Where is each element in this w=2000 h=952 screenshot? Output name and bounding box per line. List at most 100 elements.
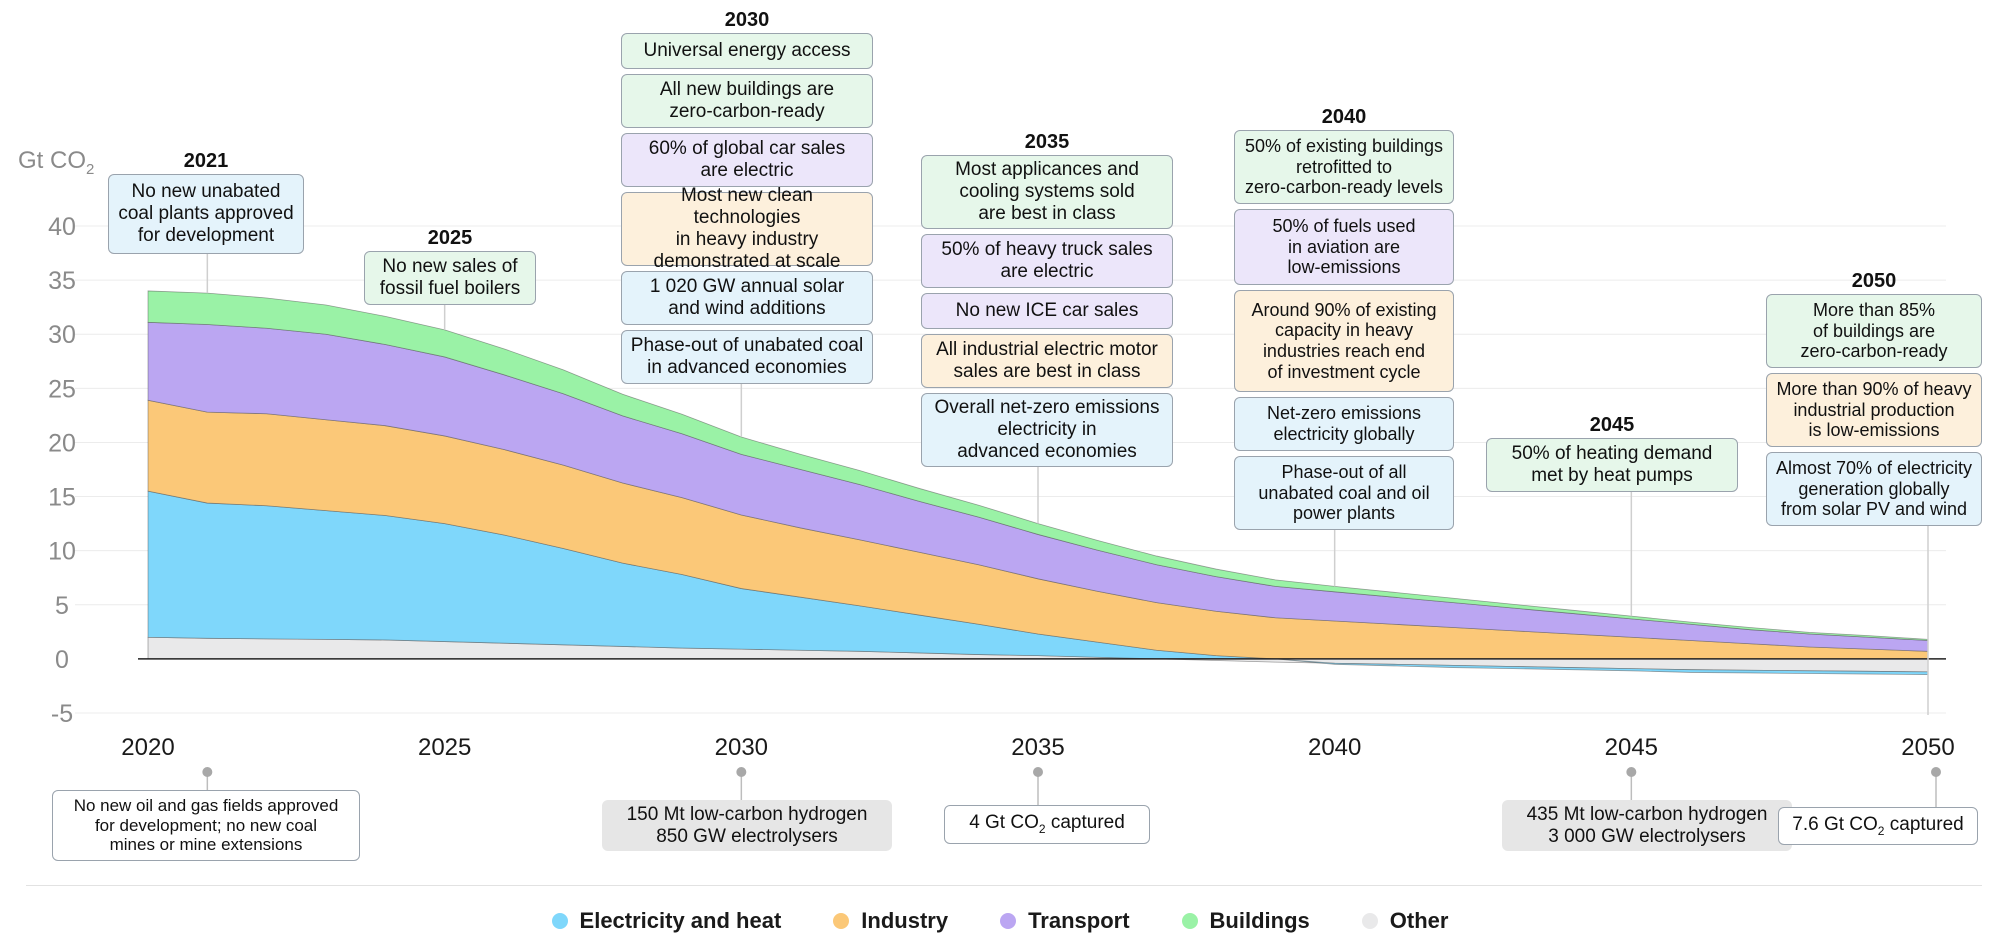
bottom-milestone-box: 150 Mt low-carbon hydrogen 850 GW electro… (602, 800, 892, 851)
legend-item-industry: Industry (833, 908, 948, 934)
milestone-leader-lines (202, 254, 1941, 807)
milestone-box: 50% of existing buildings retrofitted to z… (1234, 130, 1454, 204)
x-tick-label: 2050 (1901, 734, 1954, 761)
milestone-box: More than 85% of buildings are zero-carbon… (1766, 294, 1982, 368)
milestone-text: More than 85% of buildings are zero-carbon… (1800, 299, 1948, 362)
bottom-leader-dot (736, 767, 747, 777)
milestone-box: 50% of fuels used in aviation are low-emis… (1234, 209, 1454, 285)
x-tick-label: 2040 (1308, 734, 1361, 761)
y-tick-label: 0 (55, 646, 69, 674)
bottom-milestone-box: No new oil and gas fields approved for de… (52, 790, 360, 861)
y-tick-label: 15 (48, 484, 76, 512)
y-tick-label: 20 (48, 429, 76, 457)
x-tick-label: 2035 (1011, 734, 1064, 761)
milestone-year-label: 2030 (725, 9, 770, 31)
milestone-text: Universal energy access (643, 40, 851, 62)
milestone-text: Around 90% of existing capacity in heavy i… (1251, 299, 1437, 382)
milestone-year-label: 2050 (1852, 270, 1897, 292)
milestone-box: All industrial electric motor sales are b… (921, 334, 1173, 388)
x-tick-label: 2020 (121, 734, 174, 761)
legend-label-other: Other (1389, 908, 1449, 933)
milestone-box: No new sales of fossil fuel boilers (364, 251, 536, 305)
milestone-box: More than 90% of heavy industrial product… (1766, 373, 1982, 447)
legend-dot-transport (1000, 913, 1017, 929)
milestone-text: 60% of global car sales are electric (648, 138, 846, 181)
milestone-text: Net-zero emissions electricity globally (1266, 403, 1422, 444)
milestone-box: Phase-out of all unabated coal and oil pow… (1234, 456, 1454, 530)
milestone-year-label: 2040 (1322, 106, 1367, 128)
milestone-text: No new sales of fossil fuel boilers (379, 256, 521, 299)
legend-item-transport: Transport (1000, 908, 1130, 934)
bottom-milestone-box: 435 Mt low-carbon hydrogen 3 000 GW elect… (1502, 800, 1792, 851)
bottom-milestone-text: 7.6 Gt CO2 captured (1792, 813, 1964, 838)
milestone-box: 1 020 GW annual solar and wind additions (621, 271, 873, 325)
milestone-text: Most applicances and cooling systems sold… (955, 159, 1139, 224)
milestone-box: No new ICE car sales (921, 293, 1173, 329)
milestone-year-label: 2021 (184, 150, 229, 172)
bottom-milestone-box: 7.6 Gt CO2 captured (1778, 807, 1978, 845)
legend-label-industry: Industry (861, 908, 949, 933)
bottom-leader-dot (1626, 767, 1637, 777)
y-tick-label: 40 (48, 213, 76, 241)
milestone-text: Phase-out of all unabated coal and oil pow… (1258, 461, 1430, 524)
milestone-box: Phase-out of unabated coal in advanced ec… (621, 330, 873, 384)
milestone-text: 50% of heavy truck sales are electric (941, 239, 1153, 282)
milestone-text: No new unabated coal plants approved for d… (118, 181, 294, 246)
milestone-text: 50% of fuels used in aviation are low-emis… (1272, 215, 1416, 278)
x-tick-label: 2045 (1605, 734, 1658, 761)
x-tick-label: 2030 (715, 734, 768, 761)
milestone-year-label: 2025 (428, 227, 473, 249)
legend: Electricity and heat Industry Transport … (0, 908, 2000, 934)
milestone-box: 50% of heating demand met by heat pumps (1486, 438, 1738, 492)
milestone-box: 60% of global car sales are electric (621, 133, 873, 187)
bottom-milestone-text: 150 Mt low-carbon hydrogen 850 GW electro… (626, 803, 868, 847)
stacked-areas (147, 290, 1929, 675)
bottom-leader-dot (1931, 767, 1941, 777)
legend-divider (26, 885, 1982, 886)
y-axis-unit-label: Gt CO2 (18, 147, 94, 178)
milestone-box: Universal energy access (621, 33, 873, 69)
milestone-box: No new unabated coal plants approved for d… (108, 174, 304, 254)
milestone-year-labels: 2021 2025 2030 2035 2040 2045 2050 (184, 9, 1897, 436)
legend-item-other: Other (1361, 908, 1449, 934)
legend-dot-buildings (1181, 913, 1198, 929)
bottom-milestone-text: 435 Mt low-carbon hydrogen 3 000 GW elect… (1526, 803, 1768, 847)
y-tick-label: -5 (51, 700, 73, 728)
milestone-year-label: 2045 (1590, 414, 1635, 436)
milestone-text: All new buildings are zero-carbon-ready (659, 79, 835, 122)
y-tick-label: 10 (48, 538, 76, 566)
milestone-text: Phase-out of unabated coal in advanced ec… (630, 335, 864, 378)
milestone-box: Most new clean technologies in heavy indu… (621, 185, 873, 272)
milestone-box: Almost 70% of electricity generation glob… (1766, 452, 1982, 526)
bottom-leader-dot (202, 767, 213, 777)
milestone-box: Most applicances and cooling systems sold… (921, 155, 1173, 229)
milestone-text: Almost 70% of electricity generation glob… (1775, 457, 1973, 520)
x-tick-label: 2025 (418, 734, 471, 761)
milestone-box: Net-zero emissions electricity globally (1234, 397, 1454, 451)
milestone-box: Overall net-zero emissions electricity in… (921, 393, 1173, 467)
legend-label-buildings: Buildings (1209, 908, 1310, 933)
bottom-milestone-text: No new oil and gas fields approved for de… (73, 796, 339, 855)
milestone-text: Most new clean technologies in heavy indu… (653, 185, 841, 272)
y-tick-label: 30 (48, 321, 76, 349)
milestone-box: 50% of heavy truck sales are electric (921, 234, 1173, 288)
y-tick-label: 5 (55, 592, 69, 620)
milestone-text: No new ICE car sales (955, 300, 1139, 322)
bottom-milestone-box: 4 Gt CO2 captured (944, 805, 1150, 844)
bottom-leader-dot (1033, 767, 1043, 777)
milestone-text: All industrial electric motor sales are b… (936, 339, 1158, 382)
bottom-milestone-text: 4 Gt CO2 captured (969, 812, 1125, 836)
legend-dot-electricity (551, 913, 568, 929)
legend-item-buildings: Buildings (1181, 908, 1310, 934)
milestone-year-label: 2035 (1025, 131, 1070, 153)
legend-item-electricity: Electricity and heat (551, 908, 781, 934)
legend-dot-industry (833, 913, 850, 929)
legend-dot-other (1361, 913, 1378, 929)
milestone-text: 1 020 GW annual solar and wind additions (649, 276, 845, 319)
y-tick-label: 35 (48, 267, 76, 295)
y-tick-label: 25 (48, 375, 76, 403)
milestone-text: 50% of heating demand met by heat pumps (1511, 443, 1713, 486)
legend-label-transport: Transport (1028, 908, 1130, 933)
